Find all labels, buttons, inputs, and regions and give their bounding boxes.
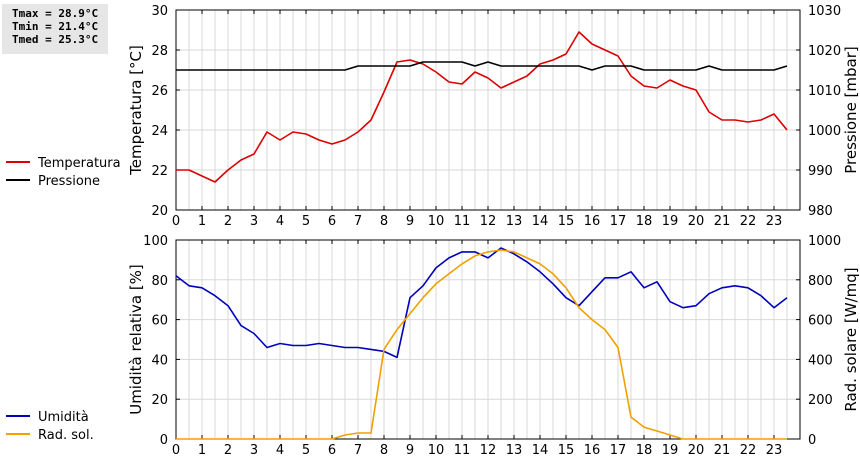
x-tick-label: 1	[198, 214, 206, 229]
y-tick-label: 22	[151, 164, 168, 179]
y-tick-label: 28	[151, 44, 168, 59]
legend-label: Pressione	[38, 174, 100, 189]
chart-panel-2: 0 1 2 3 4 5 6 7 8 9 10 11 12 13 14 15 16 17 18 19 20 21 22 2302…	[6, 234, 860, 458]
x-tick-label: 18	[636, 214, 653, 229]
y2-tick-label: 600	[808, 314, 833, 329]
y-tick-label: 20	[151, 204, 168, 219]
x-tick-label: 12	[480, 214, 497, 229]
x-tick-label: 20	[688, 214, 705, 229]
x-tick-label: 4	[276, 214, 284, 229]
y2-tick-label: 800	[808, 274, 833, 289]
x-tick-label: 14	[532, 214, 549, 229]
y-tick-label: 60	[151, 314, 168, 329]
x-tick-label: 19	[662, 214, 679, 229]
x-tick-label: 16	[584, 214, 601, 229]
x-tick-label: 17	[610, 443, 627, 458]
y-tick-label: 0	[160, 433, 168, 448]
x-tick-label: 22	[740, 214, 757, 229]
x-tick-label: 17	[610, 214, 627, 229]
x-tick-label: 21	[714, 214, 731, 229]
x-tick-label: 10	[428, 214, 445, 229]
stats-box: Tmax = 28.9°C Tmin = 21.4°C Tmed = 25.3°…	[2, 4, 108, 54]
x-tick-label: 6	[328, 214, 336, 229]
y-tick-label: 24	[151, 124, 168, 139]
y-axis-label: Temperatura [°C]	[127, 45, 145, 176]
x-tick-label: 12	[480, 443, 497, 458]
series-line-temperatura	[176, 31, 788, 183]
x-tick-label: 23	[766, 214, 783, 229]
x-tick-label: 21	[714, 443, 731, 458]
x-tick-label: 8	[380, 214, 388, 229]
x-tick-label: 2	[224, 214, 232, 229]
x-tick-label: 3	[250, 214, 258, 229]
x-tick-label: 10	[428, 443, 445, 458]
x-tick-label: 2	[224, 443, 232, 458]
y2-tick-label: 990	[808, 164, 833, 179]
x-tick-label: 15	[558, 214, 575, 229]
y2-tick-label: 980	[808, 204, 833, 219]
x-tick-label: 23	[766, 443, 783, 458]
series-line-umidit-	[175, 247, 788, 359]
tmed-label: Tmed = 25.3°C	[12, 33, 99, 46]
x-tick-label: 0	[172, 443, 180, 458]
y2-tick-label: 1010	[808, 84, 841, 99]
legend-label: Umidità	[38, 410, 89, 425]
x-tick-label: 9	[406, 443, 414, 458]
y2-axis-label: Rad. solare [W/mq]	[842, 267, 860, 411]
y-tick-label: 26	[151, 84, 168, 99]
y2-axis-label: Pressione [mbar]	[842, 46, 860, 174]
x-tick-label: 11	[454, 443, 471, 458]
series-line-rad-sol-	[176, 249, 787, 440]
y2-tick-label: 200	[808, 393, 833, 408]
x-tick-label: 1	[198, 443, 206, 458]
y-tick-label: 80	[151, 274, 168, 289]
y-tick-label: 40	[151, 353, 168, 368]
x-tick-label: 14	[532, 443, 549, 458]
x-tick-label: 5	[302, 214, 310, 229]
y-tick-label: 20	[151, 393, 168, 408]
x-tick-label: 13	[506, 214, 523, 229]
x-tick-label: 15	[558, 443, 575, 458]
legend-label: Temperatura	[37, 156, 121, 171]
x-tick-label: 8	[380, 443, 388, 458]
y2-tick-label: 1020	[808, 44, 841, 59]
y2-tick-label: 400	[808, 353, 833, 368]
x-tick-label: 22	[740, 443, 757, 458]
x-tick-label: 5	[302, 443, 310, 458]
tmax-label: Tmax = 28.9°C	[12, 7, 99, 20]
x-tick-label: 19	[662, 443, 679, 458]
x-tick-label: 18	[636, 443, 653, 458]
y2-tick-label: 0	[808, 433, 816, 448]
y-tick-label: 30	[151, 4, 168, 19]
x-tick-label: 11	[454, 214, 471, 229]
x-tick-label: 16	[584, 443, 601, 458]
y2-tick-label: 1030	[808, 4, 841, 19]
x-tick-label: 0	[172, 214, 180, 229]
x-tick-label: 4	[276, 443, 284, 458]
y-tick-label: 100	[143, 234, 168, 249]
x-tick-label: 9	[406, 214, 414, 229]
x-tick-label: 6	[328, 443, 336, 458]
tmin-label: Tmin = 21.4°C	[12, 20, 99, 33]
legend-label: Rad. sol.	[38, 428, 94, 443]
x-tick-label: 3	[250, 443, 258, 458]
y2-tick-label: 1000	[808, 234, 841, 249]
x-tick-label: 7	[354, 214, 362, 229]
x-tick-label: 7	[354, 443, 362, 458]
y2-tick-label: 1000	[808, 124, 841, 139]
x-tick-label: 20	[688, 443, 705, 458]
y-axis-label: Umidità relativa [%]	[127, 264, 145, 415]
chart-panel-1: 0 1 2 3 4 5 6 7 8 9 10 11 12 13 14 15 16 17 18 19 20 21 22 2320…	[6, 4, 860, 229]
series-line-pressione	[176, 61, 788, 71]
x-tick-label: 13	[506, 443, 523, 458]
